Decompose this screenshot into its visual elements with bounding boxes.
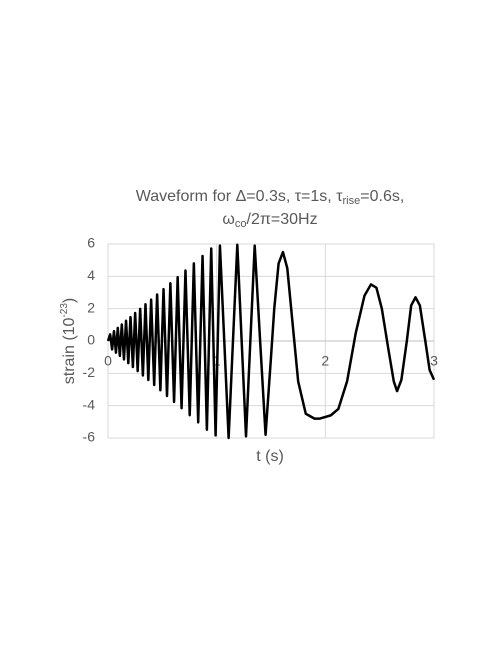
- y-tick-label: -2: [83, 364, 96, 380]
- label-superscript: -23: [59, 303, 70, 318]
- label-part: ): [61, 298, 78, 303]
- title-subscript: co: [235, 218, 247, 230]
- y-tick-label: -4: [83, 396, 96, 412]
- title-subscript: rise: [343, 195, 361, 207]
- y-tick-label: 0: [87, 332, 95, 348]
- y-tick-label: 4: [87, 267, 95, 283]
- y-tick-label: 6: [87, 235, 95, 251]
- title-part: =0.6s,: [360, 188, 404, 205]
- title-part: /2π=30Hz: [247, 211, 318, 228]
- title-part: Waveform for Δ=0.3s, τ=1s, τ: [136, 188, 343, 205]
- label-part: strain (10: [61, 317, 78, 384]
- x-tick-label: 0: [104, 353, 112, 369]
- chart-title: Waveform for Δ=0.3s, τ=1s, τrise=0.6s,: [136, 188, 405, 207]
- chart-title: ωco/2π=30Hz: [222, 211, 317, 230]
- waveform-line: [106, 243, 436, 440]
- y-tick-label: -6: [83, 429, 96, 445]
- y-tick-label: 2: [87, 299, 95, 315]
- x-tick-label: 2: [321, 353, 329, 369]
- x-axis-label: t (s): [256, 448, 284, 465]
- title-part: ω: [222, 211, 235, 228]
- y-axis-label: strain (10-23): [59, 298, 79, 384]
- x-tick-label: 3: [430, 353, 438, 369]
